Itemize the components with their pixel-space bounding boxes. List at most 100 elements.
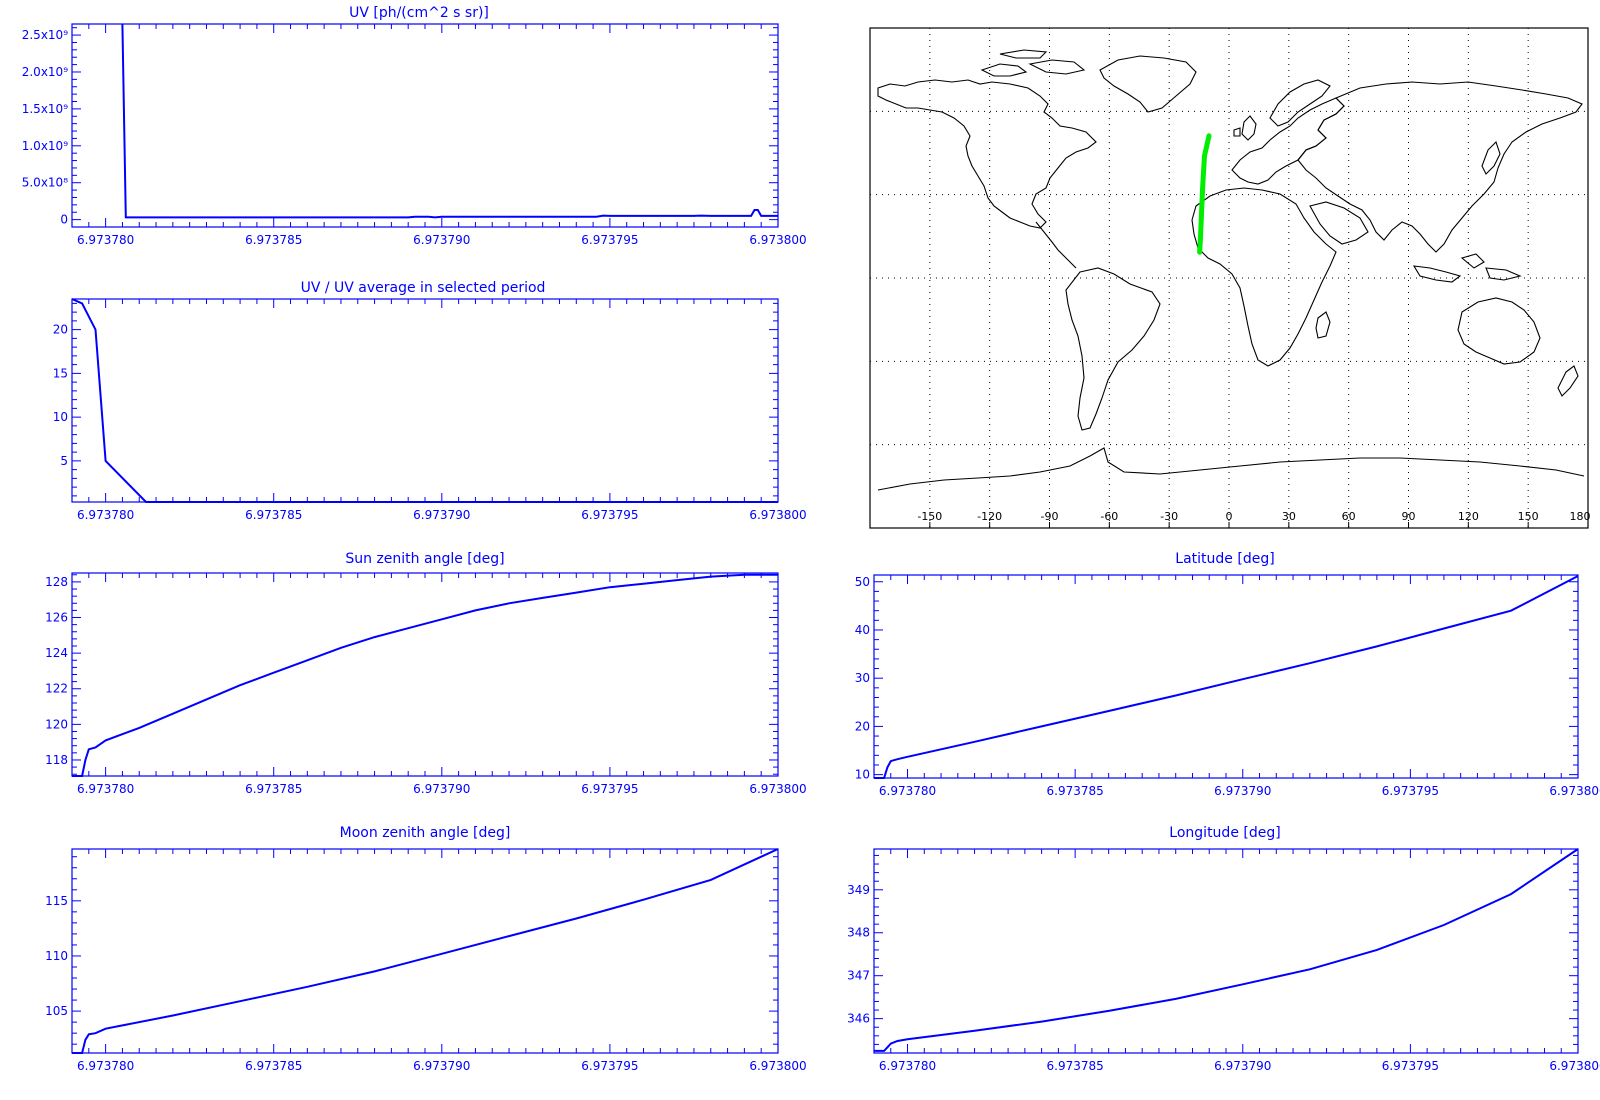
coastline-madagascar <box>1315 311 1331 339</box>
coastline-central-america <box>1035 221 1077 269</box>
ratio-x-tick-label: 6.973795 <box>581 508 638 522</box>
coastline-new-zealand <box>1557 365 1579 397</box>
ratio-x-tick-labels: 6.973780 6.973785 6.973790 6.973795 6.97… <box>77 508 807 522</box>
lat-x-ticks <box>873 575 1579 778</box>
sun-y-tick-label: 126 <box>45 611 68 625</box>
uv-x-tick-labels: 6.973780 6.973785 6.973790 6.973795 6.97… <box>77 233 807 247</box>
uv-panel: UV [ph/(cm^2 s sr)] 6.973780 6.973785 6.… <box>22 5 807 247</box>
lat-series-line <box>874 575 1579 779</box>
map-x-tick-labels: -150 -120 -90 -60 -30 0 30 60 90 120 150… <box>917 510 1590 523</box>
lat-x-tick-labels: 6.973780 6.973785 6.973790 6.973795 6.97… <box>879 784 1600 798</box>
coastline-greenland <box>1099 55 1197 113</box>
sun-x-ticks <box>71 573 779 776</box>
sun-x-tick-label: 6.973790 <box>413 782 470 796</box>
lon-x-tick-label: 6.973785 <box>1047 1059 1104 1073</box>
lon-x-tick-label: 6.973800 <box>1549 1059 1600 1073</box>
ratio-y-tick-label: 20 <box>53 323 68 337</box>
map-x-tick-label: -120 <box>977 510 1002 523</box>
sun-y-tick-label: 120 <box>45 717 68 731</box>
lat-x-tick-label: 6.973785 <box>1047 784 1104 798</box>
lon-x-tick-label: 6.973780 <box>879 1059 936 1073</box>
moon-panel: Moon zenith angle [deg] 6.973780 6.97378… <box>45 825 807 1073</box>
lat-y-tick-label: 50 <box>855 575 870 589</box>
ratio-y-tick-label: 15 <box>53 366 68 380</box>
coastline-africa <box>1191 187 1337 367</box>
lat-x-tick-label: 6.973795 <box>1382 784 1439 798</box>
uv-x-tick-label: 6.973795 <box>581 233 638 247</box>
map-x-tick-label: -60 <box>1100 510 1118 523</box>
lat-y-tick-label: 30 <box>855 671 870 685</box>
uv-y-tick-label: 0 <box>60 213 68 227</box>
ratio-y-tick-label: 10 <box>53 410 68 424</box>
sun-x-tick-labels: 6.973780 6.973785 6.973790 6.973795 6.97… <box>77 782 807 796</box>
moon-x-tick-label: 6.973790 <box>413 1059 470 1073</box>
moon-x-ticks <box>71 849 779 1053</box>
lat-panel: Latitude [deg] 6.973780 6.973785 6.97379… <box>855 551 1600 798</box>
map-frame <box>869 27 1589 529</box>
moon-x-tick-label: 6.973780 <box>77 1059 134 1073</box>
ratio-panel: UV / UV average in selected period 6.973… <box>53 280 807 522</box>
ratio-x-ticks <box>71 299 779 502</box>
lon-y-tick-labels: 346 347 348 349 <box>847 883 870 1026</box>
lat-plot-frame <box>873 574 1579 779</box>
lon-x-tick-label: 6.973790 <box>1214 1059 1271 1073</box>
map-x-tick-label: -150 <box>917 510 942 523</box>
lat-y-tick-label: 10 <box>855 768 870 782</box>
lat-y-tick-label: 40 <box>855 623 870 637</box>
uv-y-tick-label: 5.0x10⁸ <box>22 176 68 190</box>
lat-x-tick-label: 6.973800 <box>1549 784 1600 798</box>
map-x-tick-label: 60 <box>1342 510 1356 523</box>
moon-y-tick-label: 110 <box>45 949 68 963</box>
lon-y-tick-label: 347 <box>847 969 870 983</box>
coastline-japan <box>1481 140 1501 175</box>
lat-y-tick-labels: 10 20 30 40 50 <box>855 575 870 782</box>
sun-y-tick-label: 118 <box>45 753 68 767</box>
ratio-plot-frame <box>71 298 779 503</box>
lon-y-tick-label: 349 <box>847 883 870 897</box>
coastline-south-america <box>1065 267 1161 431</box>
lon-plot-frame <box>873 848 1579 1054</box>
map-x-tick-label: 90 <box>1402 510 1416 523</box>
map-track <box>1197 133 1212 255</box>
ratio-y-tick-labels: 5 10 15 20 <box>53 323 68 468</box>
map-x-tick-label: -90 <box>1041 510 1059 523</box>
lon-panel: Longitude [deg] 6.973780 6.973785 6.9737… <box>847 825 1600 1073</box>
lat-x-tick-label: 6.973780 <box>879 784 936 798</box>
uv-x-tick-label: 6.973785 <box>245 233 302 247</box>
sun-y-tick-label: 128 <box>45 575 68 589</box>
moon-series-line <box>72 848 779 1054</box>
uv-x-tick-label: 6.973800 <box>749 233 806 247</box>
map-panel: -150 -120 -90 -60 -30 0 30 60 90 120 150… <box>869 27 1591 529</box>
map-x-ticks <box>929 522 1589 528</box>
lon-x-tick-labels: 6.973780 6.973785 6.973790 6.973795 6.97… <box>879 1059 1600 1073</box>
coastline-scandinavia <box>1269 79 1331 127</box>
lat-title: Latitude [deg] <box>1175 551 1274 567</box>
map-x-tick-label: 180 <box>1570 510 1591 523</box>
sun-x-tick-label: 6.973795 <box>581 782 638 796</box>
coastline-north-america <box>877 79 1097 229</box>
map-x-tick-label: 30 <box>1282 510 1296 523</box>
sun-title: Sun zenith angle [deg] <box>345 551 504 567</box>
lon-y-tick-label: 348 <box>847 926 870 940</box>
lon-x-ticks <box>873 849 1579 1054</box>
ratio-x-tick-label: 6.973785 <box>245 508 302 522</box>
uv-x-tick-label: 6.973790 <box>413 233 470 247</box>
uv-y-tick-labels: 0 5.0x10⁸ 1.0x10⁹ 1.5x10⁹ 2.0x10⁹ 2.5x10… <box>22 28 68 227</box>
lat-y-tick-label: 20 <box>855 719 870 733</box>
lat-x-tick-label: 6.973790 <box>1214 784 1271 798</box>
coastline-arctic-islands <box>980 49 1086 77</box>
coastline-indonesia <box>1412 253 1522 283</box>
sun-y-tick-label: 124 <box>45 646 68 660</box>
moon-x-tick-labels: 6.973780 6.973785 6.973790 6.973795 6.97… <box>77 1059 807 1073</box>
moon-y-tick-label: 105 <box>45 1004 68 1018</box>
sun-panel: Sun zenith angle [deg] 6.973780 6.973785… <box>45 551 807 796</box>
sun-x-tick-label: 6.973800 <box>749 782 806 796</box>
uv-y-tick-label: 1.0x10⁹ <box>22 139 68 153</box>
uv-series-line <box>121 23 778 219</box>
uv-y-tick-label: 2.5x10⁹ <box>22 28 68 42</box>
ratio-title: UV / UV average in selected period <box>301 280 546 296</box>
sun-y-tick-label: 122 <box>45 682 68 696</box>
coastline-british-isles <box>1233 115 1257 141</box>
lon-y-tick-label: 346 <box>847 1012 870 1026</box>
